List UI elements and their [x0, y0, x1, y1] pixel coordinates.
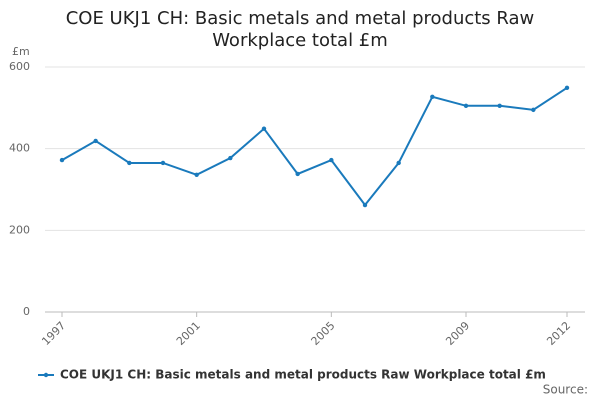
data-point: [329, 157, 334, 163]
series-line: [61, 86, 568, 207]
chart-title: COE UKJ1 CH: Basic metals and metal prod…: [65, 8, 535, 51]
data-point: [564, 85, 570, 91]
x-tick-label: 2001: [174, 319, 203, 348]
data-point: [261, 126, 267, 131]
y-tick-label: 600: [9, 60, 30, 73]
y-axis-label: £m: [12, 45, 30, 58]
y-tick-label: 200: [9, 223, 30, 236]
legend-marker-dot: [43, 372, 49, 378]
data-point: [93, 138, 98, 144]
data-point: [160, 160, 166, 166]
data-point: [127, 160, 132, 166]
data-point: [463, 103, 469, 108]
y-tick-label: 400: [9, 142, 30, 155]
x-tick-label: 2012: [544, 319, 573, 348]
x-tick-label: 2009: [443, 319, 472, 348]
data-point: [295, 171, 300, 177]
x-tick-label: 2005: [309, 319, 338, 348]
data-point: [194, 172, 199, 177]
legend-label: COE UKJ1 CH: Basic metals and metal prod…: [60, 368, 546, 382]
data-point: [497, 103, 502, 108]
source: Source:: [543, 383, 588, 397]
data-point: [59, 157, 65, 163]
y-tick-label: 0: [23, 305, 30, 318]
data-point: [531, 107, 536, 113]
data-point: [396, 160, 401, 166]
x-tick-label: 1997: [39, 319, 68, 348]
data-point: [362, 202, 368, 208]
data-point: [430, 94, 435, 100]
data-point: [228, 155, 233, 161]
